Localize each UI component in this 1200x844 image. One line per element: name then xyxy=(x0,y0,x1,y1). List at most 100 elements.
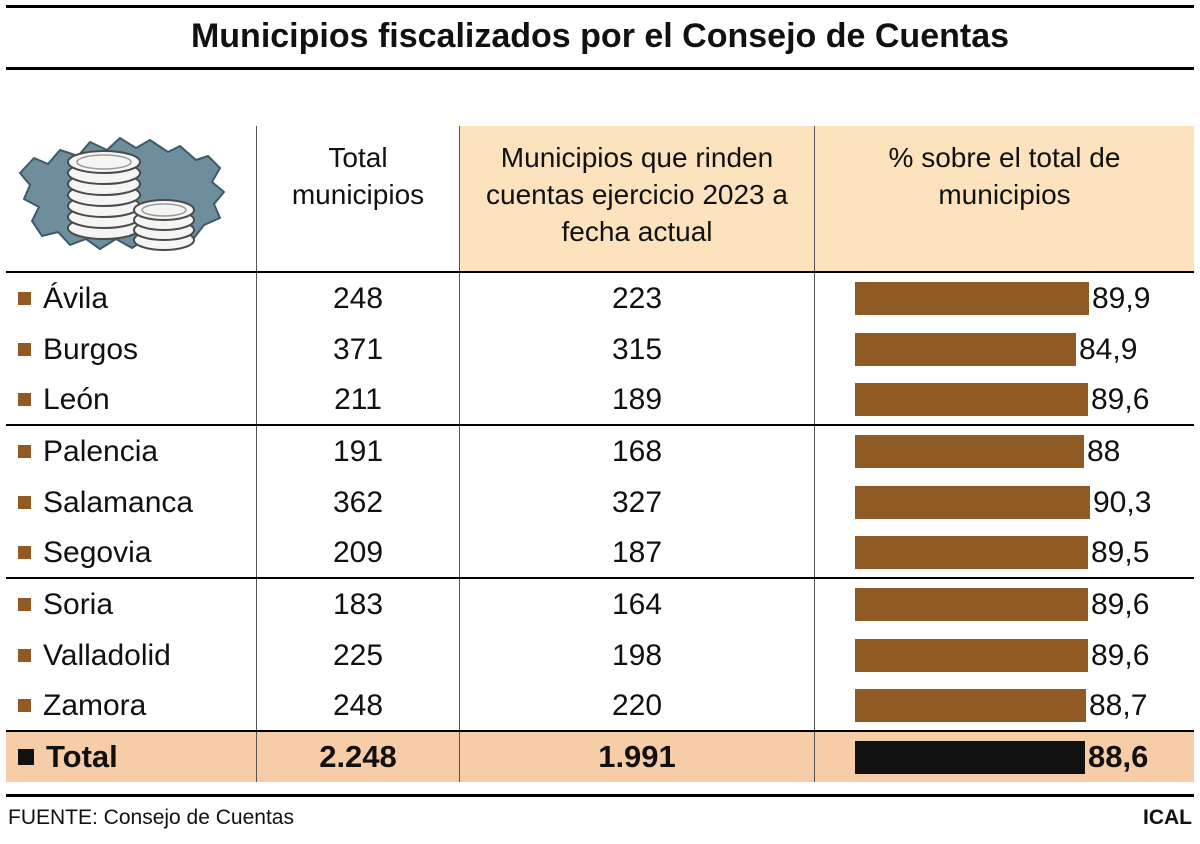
table-row: Soria 183 164 89,6 xyxy=(6,579,1194,630)
pct-bar xyxy=(855,536,1088,569)
pct-bar xyxy=(855,282,1089,315)
total-pct-cell: 88,6 xyxy=(814,732,1194,782)
rinden-cuentas-value: 198 xyxy=(459,630,814,681)
footer-rule xyxy=(6,794,1194,797)
pct-cell: 89,6 xyxy=(814,630,1194,681)
pct-bar xyxy=(855,383,1088,416)
province-cell: Burgos xyxy=(6,324,256,375)
pct-cell: 84,9 xyxy=(814,324,1194,375)
bullet-icon xyxy=(18,699,31,712)
bullet-icon xyxy=(18,496,31,509)
rinden-cuentas-value: 164 xyxy=(459,579,814,630)
province-cell: Valladolid xyxy=(6,630,256,681)
pct-cell: 90,3 xyxy=(814,477,1194,528)
pct-label: 89,6 xyxy=(1091,382,1150,416)
total-rinden-sum: 1.991 xyxy=(459,732,814,782)
province-label: Salamanca xyxy=(43,485,194,519)
province-label: Soria xyxy=(43,587,114,621)
total-municipios-value: 211 xyxy=(256,375,459,424)
table-row: Segovia 209 187 89,5 xyxy=(6,528,1194,579)
total-municipios-sum: 2.248 xyxy=(256,732,459,782)
pct-bar xyxy=(855,588,1088,621)
bullet-icon xyxy=(18,393,31,406)
pct-cell: 88,7 xyxy=(814,681,1194,730)
total-municipios-value: 209 xyxy=(256,528,459,577)
table-row-total: Total 2.248 1.991 88,6 xyxy=(6,732,1194,782)
table-row: Palencia 191 168 88 xyxy=(6,426,1194,477)
table-row: Salamanca 362 327 90,3 xyxy=(6,477,1194,528)
total-municipios-value: 191 xyxy=(256,426,459,477)
province-label: León xyxy=(43,382,110,416)
pct-cell: 89,6 xyxy=(814,375,1194,424)
province-cell: Soria xyxy=(6,579,256,630)
province-label: Burgos xyxy=(43,332,139,366)
total-municipios-value: 362 xyxy=(256,477,459,528)
rinden-cuentas-value: 220 xyxy=(459,681,814,730)
total-municipios-value: 225 xyxy=(256,630,459,681)
pct-label: 89,6 xyxy=(1091,587,1150,621)
province-label: Valladolid xyxy=(43,638,171,672)
table-row: Valladolid 225 198 89,6 xyxy=(6,630,1194,681)
pct-cell: 89,5 xyxy=(814,528,1194,577)
pct-bar xyxy=(855,435,1084,468)
header-pct-total: % sobre el total de municipios xyxy=(814,126,1194,271)
pct-bar xyxy=(855,639,1088,672)
coin-stack-short xyxy=(133,199,195,251)
pct-label: 88 xyxy=(1087,434,1121,468)
pct-label: 89,9 xyxy=(1092,281,1151,315)
province-cell: Palencia xyxy=(6,426,256,477)
source-label: FUENTE: Consejo de Cuentas xyxy=(8,806,294,829)
pct-bar xyxy=(855,333,1076,366)
province-label: Ávila xyxy=(43,281,109,315)
province-cell: Ávila xyxy=(6,273,256,324)
province-cell: Zamora xyxy=(6,681,256,730)
total-row-label: Total xyxy=(46,739,118,774)
pct-label: 89,5 xyxy=(1091,535,1150,569)
total-municipios-value: 248 xyxy=(256,681,459,730)
table-row: León 211 189 89,6 xyxy=(6,375,1194,426)
province-label: Palencia xyxy=(43,434,159,468)
total-municipios-value: 183 xyxy=(256,579,459,630)
bullet-icon xyxy=(18,649,31,662)
province-cell: Segovia xyxy=(6,528,256,577)
total-province-cell: Total xyxy=(6,732,256,782)
rinden-cuentas-value: 189 xyxy=(459,375,814,424)
header-total-municipios: Total municipios xyxy=(256,126,459,271)
header-rinden-cuentas: Municipios que rinden cuentas ejercicio … xyxy=(459,126,814,271)
pct-bar xyxy=(855,486,1090,519)
total-pct-label: 88,6 xyxy=(1088,739,1149,774)
bullet-icon xyxy=(18,343,31,356)
bullet-icon xyxy=(18,598,31,611)
province-cell: Salamanca xyxy=(6,477,256,528)
pct-label: 88,7 xyxy=(1089,688,1148,722)
total-municipios-value: 248 xyxy=(256,273,459,324)
total-pct-bar xyxy=(855,740,1085,774)
pct-cell: 88 xyxy=(814,426,1194,477)
title-rule xyxy=(6,67,1194,70)
pct-bar xyxy=(855,689,1086,722)
bullet-icon xyxy=(18,546,31,559)
table-header: Total municipios Municipios que rinden c… xyxy=(6,126,1194,273)
table-row: Ávila 248 223 89,9 xyxy=(6,273,1194,324)
bullet-icon xyxy=(18,292,31,305)
municipios-table: Total municipios Municipios que rinden c… xyxy=(6,126,1194,782)
pct-cell: 89,6 xyxy=(814,579,1194,630)
pct-label: 89,6 xyxy=(1091,638,1150,672)
page-title: Municipios fiscalizados por el Consejo d… xyxy=(190,17,1010,55)
pct-label: 84,9 xyxy=(1079,332,1138,366)
table-row: Burgos 371 315 84,9 xyxy=(6,324,1194,375)
province-label: Segovia xyxy=(43,535,152,569)
province-label: Zamora xyxy=(43,688,147,722)
bullet-icon xyxy=(18,445,31,458)
pct-cell: 89,9 xyxy=(814,273,1194,324)
top-rule xyxy=(6,5,1194,8)
rinden-cuentas-value: 315 xyxy=(459,324,814,375)
rinden-cuentas-value: 168 xyxy=(459,426,814,477)
bullet-icon xyxy=(18,749,34,765)
rinden-cuentas-value: 187 xyxy=(459,528,814,577)
table-body: Ávila 248 223 89,9 Burgos 371 315 84,9 L… xyxy=(6,273,1194,732)
province-cell: León xyxy=(6,375,256,424)
agency-credit: ICAL xyxy=(1143,806,1192,829)
rinden-cuentas-value: 223 xyxy=(459,273,814,324)
